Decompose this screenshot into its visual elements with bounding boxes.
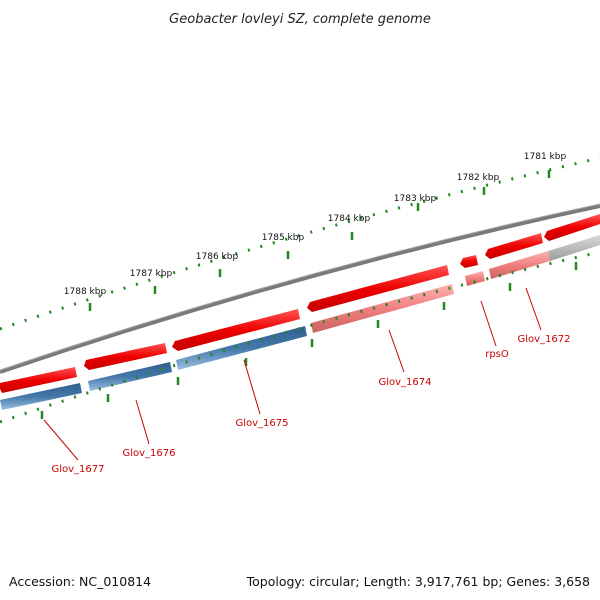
- scale-label-1783: 1783 kbp: [394, 194, 437, 204]
- outer-scale-ring: 1781 kbp 1782 kbp 1783 kbp 1784 kbp 1785…: [0, 152, 600, 331]
- scale-label-1781: 1781 kbp: [524, 152, 567, 162]
- gene-feature[interactable]: [465, 271, 485, 286]
- gene-feature[interactable]: [544, 214, 600, 241]
- gene-label-glov-1677[interactable]: Glov_1677: [51, 464, 104, 475]
- gene-feature[interactable]: [307, 265, 449, 312]
- scale-label-1788: 1788 kbp: [64, 287, 107, 297]
- gene-feature[interactable]: [88, 362, 172, 391]
- gene-label-glov-1675[interactable]: Glov_1675: [235, 418, 288, 429]
- gene-label-glov-1676[interactable]: Glov_1676: [122, 448, 175, 459]
- gene-feature[interactable]: [311, 284, 454, 333]
- inner-strand-genes: [0, 235, 600, 410]
- scale-label-1785: 1785 kbp: [262, 233, 305, 243]
- gene-feature[interactable]: [485, 233, 543, 259]
- gene-label-glov-1672[interactable]: Glov_1672: [517, 334, 570, 345]
- scale-label-1782: 1782 kbp: [457, 173, 500, 183]
- gene-feature[interactable]: [460, 255, 478, 268]
- genome-backbone: [0, 204, 600, 374]
- map-title: Geobacter lovleyi SZ, complete genome: [169, 12, 431, 27]
- gene-feature[interactable]: [172, 309, 300, 351]
- forward-strand-genes: [0, 214, 600, 393]
- gene-label-glov-1674[interactable]: Glov_1674: [378, 377, 431, 388]
- scale-label-1786: 1786 kbp: [196, 252, 239, 262]
- inner-scale-ring: [0, 250, 600, 424]
- gene-feature[interactable]: [0, 367, 77, 393]
- gene-feature[interactable]: [0, 383, 82, 410]
- gene-feature[interactable]: [84, 343, 167, 370]
- genome-summary-text: Topology: circular; Length: 3,917,761 bp…: [246, 574, 590, 589]
- gene-feature[interactable]: [548, 235, 600, 261]
- scale-label-1787: 1787 kbp: [130, 269, 173, 279]
- gene-feature[interactable]: [489, 251, 550, 279]
- gene-label-rpso[interactable]: rpsO: [485, 349, 509, 360]
- scale-label-1784: 1784 kbp: [328, 214, 371, 224]
- accession-text: Accession: NC_010814: [9, 574, 151, 589]
